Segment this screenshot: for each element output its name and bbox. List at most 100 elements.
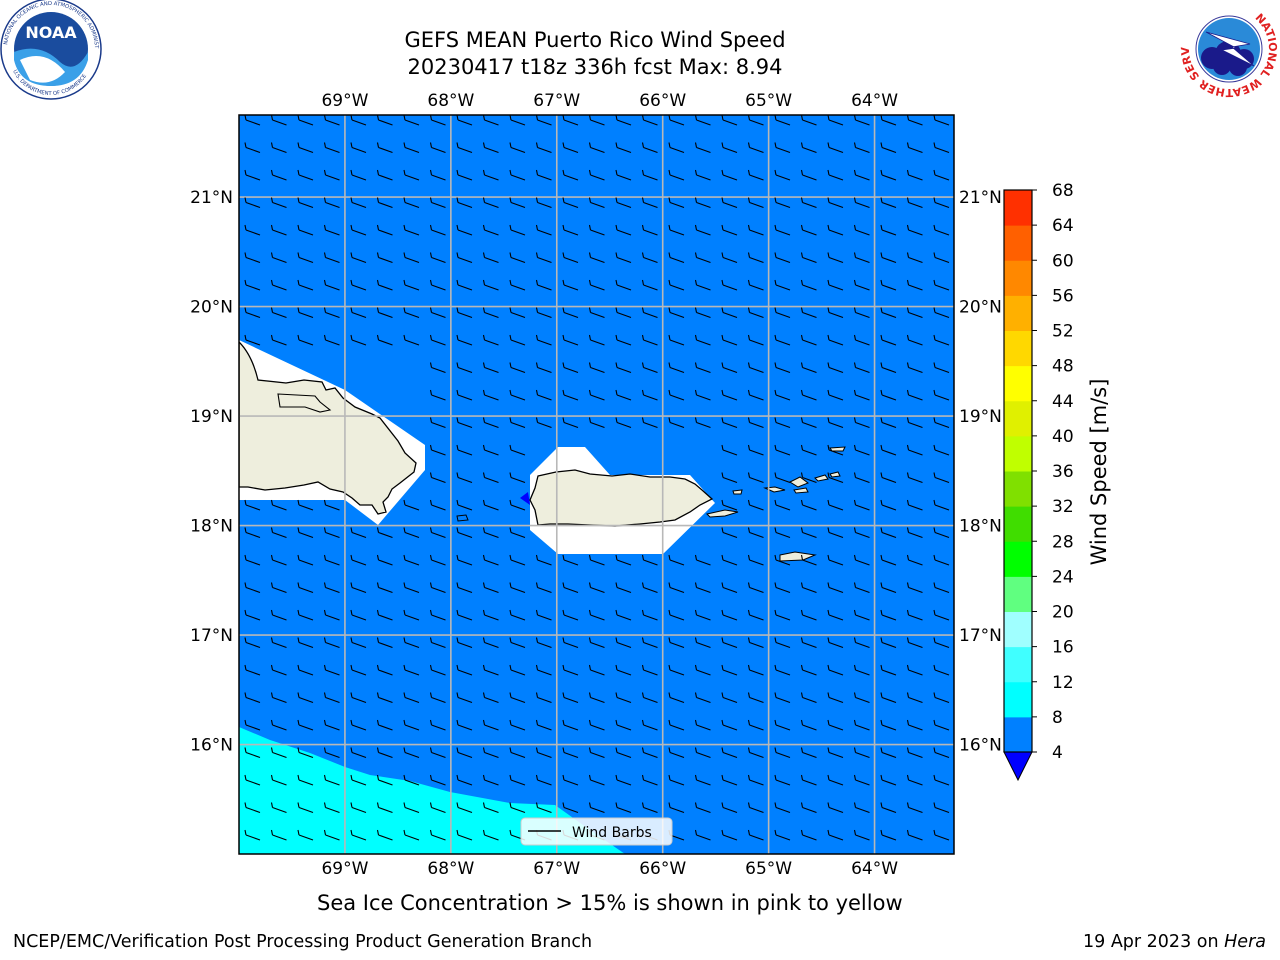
map-frame: [238, 114, 955, 855]
wind-barb: [403, 692, 420, 704]
wind-barb: [853, 527, 870, 539]
wind-barb: [509, 499, 526, 511]
wind-barb: [297, 142, 314, 154]
wind-barb: [827, 527, 844, 539]
wind-barb: [615, 417, 632, 429]
wind-barb: [588, 279, 605, 291]
wind-barb: [509, 169, 526, 181]
wind-barb: [906, 389, 923, 401]
wind-barb: [668, 279, 685, 291]
wind-barb: [694, 334, 711, 346]
wind-barb: [588, 224, 605, 236]
wind-barb: [588, 142, 605, 154]
wind-barb: [774, 499, 791, 511]
wind-barb: [350, 774, 367, 786]
wind-barb: [323, 719, 340, 731]
wind-barb: [853, 582, 870, 594]
wind-barb: [297, 169, 314, 181]
wind-barb: [376, 142, 393, 154]
lon-tick-label-top: 65°W: [745, 91, 792, 111]
lat-tick-label-right: 20°N: [959, 298, 1002, 318]
wind-barb: [853, 774, 870, 786]
virgin-islands: [732, 446, 846, 495]
wind-barb: [244, 802, 261, 814]
wind-barb: [906, 252, 923, 264]
wind-barb: [376, 609, 393, 621]
wind-barb: [747, 417, 764, 429]
wind-barb: [906, 802, 923, 814]
wind-barb: [774, 747, 791, 759]
wind-barb: [350, 224, 367, 236]
wind-barb: [933, 829, 950, 841]
wind-barb: [668, 417, 685, 429]
wind-barb: [694, 252, 711, 264]
wind-barb: [297, 582, 314, 594]
wind-barb: [747, 747, 764, 759]
wind-barb: [350, 279, 367, 291]
wind-barb: [641, 609, 658, 621]
wind-barb: [774, 444, 791, 456]
wind-barb: [641, 115, 658, 126]
wind-barb: [456, 637, 473, 649]
wind-barb: [323, 609, 340, 621]
wind-barb: [933, 389, 950, 401]
wind-barb: [853, 747, 870, 759]
wind-barb: [774, 664, 791, 676]
wind-barb: [641, 802, 658, 814]
wind-barb: [853, 307, 870, 319]
wind-barb: [403, 197, 420, 209]
wind-barb: [270, 609, 287, 621]
wind-barb: [456, 554, 473, 566]
wind-barb: [853, 115, 870, 126]
wind-barb: [323, 829, 340, 841]
wind-barb: [323, 802, 340, 814]
wind-barb: [641, 389, 658, 401]
wind-barb: [244, 774, 261, 786]
wind-barb: [721, 279, 738, 291]
vieques-island: [706, 509, 739, 518]
wind-barb: [721, 307, 738, 319]
lon-tick-label-bottom: 69°W: [321, 859, 368, 879]
wind-barb: [270, 169, 287, 181]
wind-barb: [403, 664, 420, 676]
wind-barb: [403, 169, 420, 181]
wind-barb: [403, 224, 420, 236]
wind-barb: [694, 747, 711, 759]
colorbar-swatch: [1004, 295, 1032, 331]
wind-barb: [906, 609, 923, 621]
wind-barb: [270, 499, 287, 511]
wind-barb: [562, 554, 579, 566]
wind-barb: [747, 554, 764, 566]
wind-barb: [827, 829, 844, 841]
wind-barb: [482, 637, 499, 649]
wind-barb: [509, 582, 526, 594]
wind-barb: [615, 692, 632, 704]
wind-barb: [482, 692, 499, 704]
wind-barb: [244, 637, 261, 649]
wind-barb: [668, 774, 685, 786]
wind-barb: [429, 115, 446, 126]
wind-barb: [641, 554, 658, 566]
wind-barb: [933, 719, 950, 731]
wind-barb: [270, 197, 287, 209]
wind-barb: [429, 582, 446, 594]
wind-barb: [509, 609, 526, 621]
wind-barb: [244, 169, 261, 181]
wind-barb: [774, 169, 791, 181]
wind-barb: [827, 334, 844, 346]
wind-barb: [880, 444, 897, 456]
wind-barb: [482, 527, 499, 539]
wind-barb: [774, 829, 791, 841]
wind-barb: [588, 389, 605, 401]
wind-barb: [588, 609, 605, 621]
wind-barb: [641, 637, 658, 649]
wind-barb: [562, 417, 579, 429]
wind-barb: [509, 197, 526, 209]
wind-barb: [694, 609, 711, 621]
colorbar-tick-label: 56: [1052, 286, 1074, 306]
colorbar-tick-label: 20: [1052, 603, 1074, 623]
wind-barb: [747, 252, 764, 264]
lat-tick-label-left: 21°N: [190, 188, 233, 208]
wind-barb: [641, 142, 658, 154]
wind-barb: [456, 197, 473, 209]
